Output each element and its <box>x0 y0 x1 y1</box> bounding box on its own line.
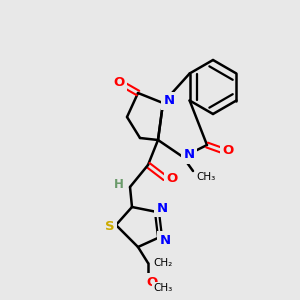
Text: N: N <box>159 233 171 247</box>
Text: CH₃: CH₃ <box>153 283 172 293</box>
Text: N: N <box>183 148 195 161</box>
Text: CH₂: CH₂ <box>153 258 172 268</box>
Text: N: N <box>164 94 175 107</box>
Text: O: O <box>113 76 124 89</box>
Text: O: O <box>222 143 234 157</box>
Text: N: N <box>156 202 168 214</box>
Text: S: S <box>105 220 115 232</box>
Text: O: O <box>167 172 178 184</box>
Text: O: O <box>146 275 158 289</box>
Text: H: H <box>114 178 124 190</box>
Text: CH₃: CH₃ <box>196 172 215 182</box>
